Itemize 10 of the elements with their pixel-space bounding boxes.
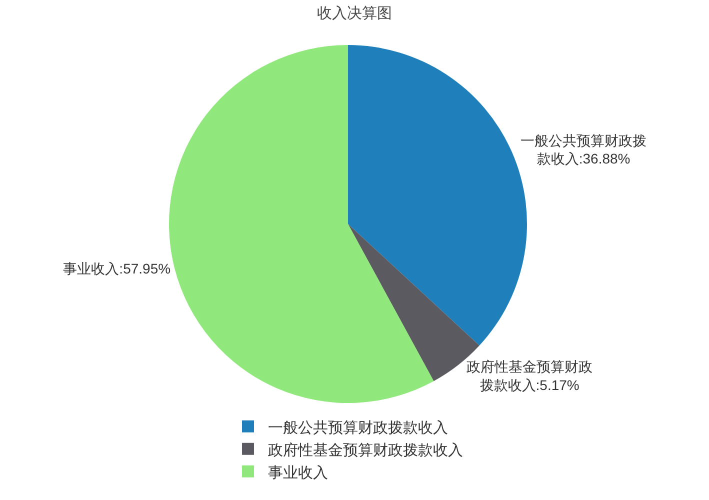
data-label: 一般公共预算财政拨款收入:36.88% (520, 132, 647, 167)
pie-slice (348, 224, 480, 382)
pie-slice (348, 45, 527, 346)
chart-title: 收入决算图 (317, 5, 392, 22)
data-label: 事业收入:57.95% (63, 260, 171, 277)
data-label: 政府性基金预算财政拨款收入:5.17% (466, 358, 593, 393)
legend-label: 政府性基金预算财政拨款收入 (268, 442, 463, 459)
legend-label: 一般公共预算财政拨款收入 (268, 419, 448, 436)
legend-label: 事业收入 (268, 464, 328, 482)
pie-slice (169, 45, 434, 403)
